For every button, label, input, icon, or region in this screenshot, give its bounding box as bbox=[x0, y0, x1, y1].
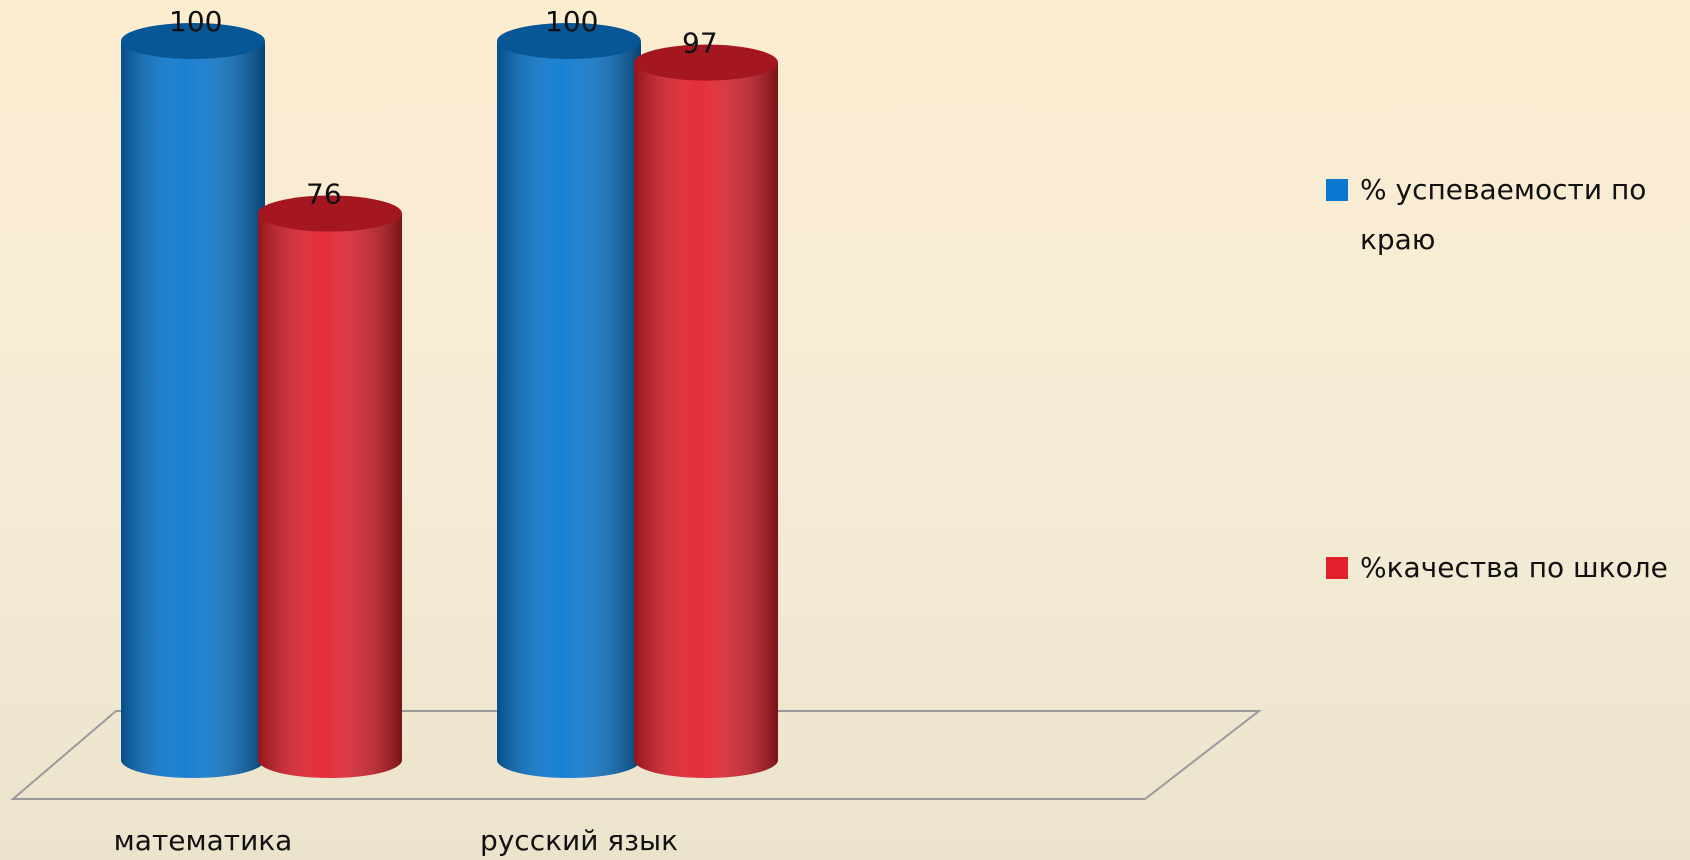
legend-item: % успеваемости по краю bbox=[1326, 165, 1676, 265]
x-tick-label: русский язык bbox=[480, 824, 678, 857]
legend-swatch bbox=[1326, 179, 1348, 201]
cylinder-top bbox=[634, 44, 778, 81]
x-tick-label: математика bbox=[114, 824, 293, 857]
floor bbox=[10, 710, 1262, 800]
cylinder-top bbox=[258, 195, 402, 232]
cylinder-top-shade bbox=[121, 23, 265, 59]
cylinder-shade bbox=[634, 62, 778, 760]
legend-label: % успеваемости по краю bbox=[1360, 173, 1647, 256]
cylinder-top-shade bbox=[634, 44, 778, 81]
cylinder-shade bbox=[121, 41, 265, 760]
cylinder-shade bbox=[497, 41, 641, 760]
cylinder-top bbox=[121, 23, 265, 59]
legend-item: %качества по школе bbox=[1326, 543, 1676, 593]
cylinder-shade bbox=[258, 213, 402, 760]
cylinder-top bbox=[497, 23, 641, 59]
cylinder-top-shade bbox=[497, 23, 641, 59]
cylinder-top-shade bbox=[258, 195, 402, 232]
value-label: 97 bbox=[682, 27, 718, 60]
value-label: 100 bbox=[545, 5, 598, 38]
legend-swatch bbox=[1326, 557, 1348, 579]
legend-label: %качества по школе bbox=[1360, 551, 1668, 584]
value-label: 100 bbox=[169, 5, 222, 38]
value-label: 76 bbox=[306, 178, 342, 211]
